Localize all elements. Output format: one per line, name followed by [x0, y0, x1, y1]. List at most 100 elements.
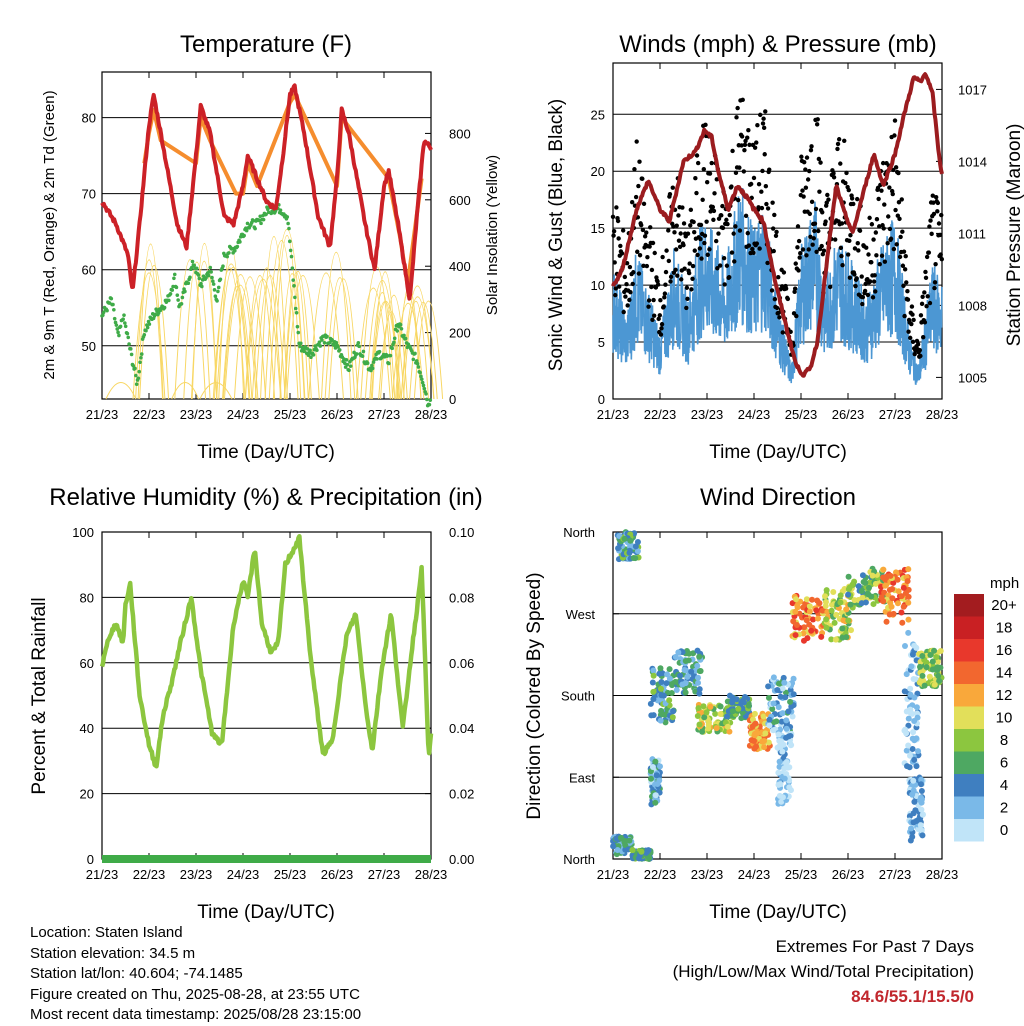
gust-point — [646, 298, 652, 303]
direction-point — [921, 682, 928, 689]
humidity-xlabel: Time (Day/UTC) — [197, 902, 335, 923]
gust-point — [760, 121, 766, 126]
gust-point — [894, 242, 899, 247]
legend-swatch — [954, 706, 984, 729]
dewpoint-point — [311, 353, 316, 357]
direction-point — [664, 671, 671, 678]
gust-point — [800, 188, 805, 193]
dewpoint-point — [170, 288, 175, 292]
direction-point — [894, 576, 901, 583]
gust-point — [704, 179, 710, 185]
gust-point — [882, 259, 888, 264]
direction-ytick-label: West — [566, 607, 596, 622]
dewpoint-point — [291, 278, 295, 282]
solar-insolation-line — [369, 301, 401, 400]
direction-legend-title: mph — [990, 575, 1019, 592]
gust-point — [678, 231, 683, 236]
dewpoint-point — [105, 308, 109, 313]
direction-point — [779, 710, 786, 717]
gust-point — [900, 229, 905, 234]
dewpoint-point — [418, 370, 422, 375]
gust-point — [705, 252, 710, 257]
dewpoint-point — [345, 362, 350, 367]
direction-point — [717, 703, 724, 710]
temperature-xtick-label: 26/23 — [321, 407, 354, 422]
gust-point — [847, 238, 852, 243]
direction-point — [661, 711, 668, 718]
gust-point — [677, 244, 683, 249]
direction-xtick-label: 22/23 — [644, 867, 677, 882]
gust-point — [810, 242, 815, 247]
gust-point — [700, 197, 705, 203]
direction-point — [652, 758, 659, 765]
gust-point — [659, 322, 665, 327]
legend-label: 2 — [1000, 800, 1008, 817]
humidity-y2tick-label: 0.04 — [449, 721, 474, 736]
direction-point — [888, 603, 895, 610]
winds-ytick-label: 0 — [598, 392, 605, 407]
legend-label: 16 — [996, 642, 1013, 659]
direction-point — [656, 763, 663, 770]
gust-point — [685, 296, 690, 302]
dewpoint-point — [179, 302, 184, 306]
direction-point — [766, 716, 773, 723]
solar-insolation-line — [283, 272, 309, 400]
gust-point — [815, 117, 820, 122]
direction-point — [905, 586, 912, 593]
gust-point — [688, 207, 694, 213]
direction-point — [782, 689, 789, 696]
gust-point — [733, 224, 738, 229]
direction-point — [657, 717, 664, 724]
gust-point — [741, 169, 747, 174]
dewpoint-point — [145, 325, 150, 330]
direction-point — [900, 584, 907, 591]
winds-y2tick-label: 1014 — [958, 154, 987, 169]
temperature-xtick-label: 22/23 — [133, 407, 166, 422]
direction-point — [914, 714, 921, 721]
dewpoint-point — [419, 374, 423, 379]
dewpoint-point — [425, 397, 429, 402]
gust-point — [757, 246, 762, 251]
direction-point — [615, 545, 622, 552]
gust-point — [921, 335, 926, 340]
solar-insolation-line — [222, 286, 253, 400]
direction-point — [837, 592, 844, 599]
dewpoint-point — [136, 376, 141, 381]
gust-point — [873, 230, 879, 235]
direction-xlabel: Time (Day/UTC) — [709, 902, 847, 923]
gust-point — [906, 329, 911, 334]
gust-point — [888, 236, 894, 241]
direction-point — [712, 710, 719, 717]
gust-point — [770, 200, 775, 205]
gust-point — [794, 313, 799, 319]
direction-point — [634, 548, 641, 555]
solar-insolation-line — [355, 287, 391, 400]
temperature-xtick-label: 23/23 — [180, 407, 213, 422]
winds-xtick-label: 28/23 — [926, 407, 959, 422]
dewpoint-point — [213, 294, 218, 299]
direction-point — [769, 705, 776, 712]
gust-point — [647, 244, 652, 249]
humidity-ytick-label: 40 — [80, 721, 94, 736]
dewpoint-point — [292, 283, 296, 288]
dewpoint-point — [421, 383, 426, 388]
direction-point — [903, 671, 910, 678]
gust-point — [658, 298, 663, 303]
winds-ytick-label: 10 — [591, 278, 605, 293]
direction-point — [650, 688, 657, 695]
gust-point — [668, 279, 673, 284]
direction-point — [840, 617, 847, 624]
direction-point — [828, 607, 835, 614]
direction-point — [666, 675, 673, 682]
gust-point — [758, 112, 763, 118]
gust-point — [826, 197, 831, 202]
dewpoint-point — [302, 349, 306, 354]
gust-point — [893, 207, 898, 213]
gust-point — [707, 171, 713, 176]
gust-point — [813, 206, 819, 212]
gust-point — [923, 275, 929, 281]
direction-point — [901, 643, 908, 650]
temperature-y2tick-label: 400 — [449, 259, 471, 274]
direction-point — [910, 729, 917, 736]
direction-point — [669, 714, 676, 721]
